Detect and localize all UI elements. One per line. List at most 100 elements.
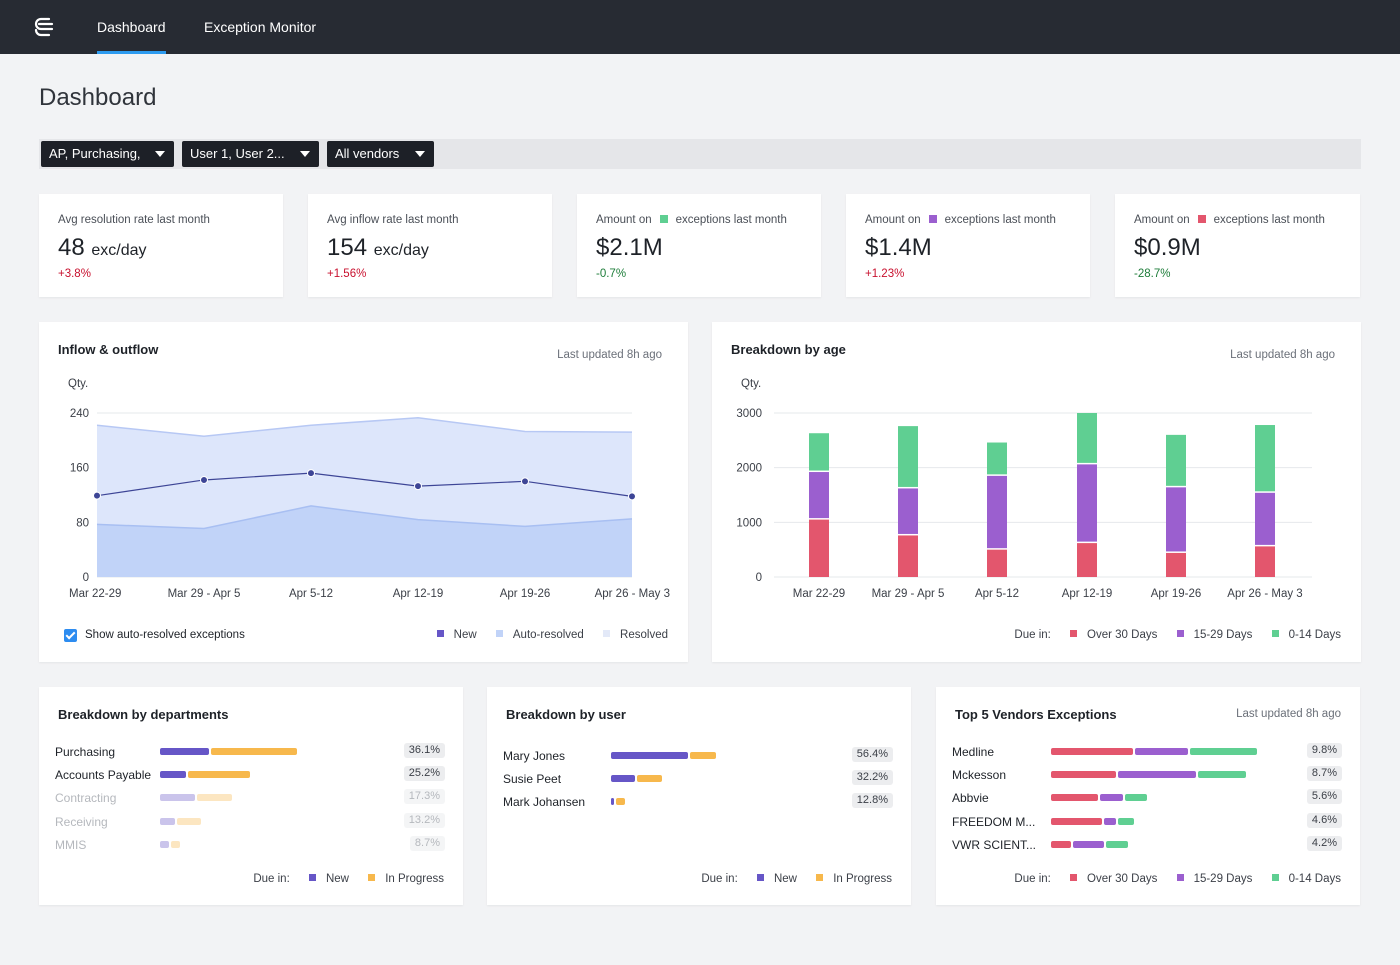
bar-0-14-days[interactable] xyxy=(1255,425,1275,492)
bar-0-14-days[interactable] xyxy=(809,433,829,471)
bar-in-progress xyxy=(637,775,663,783)
legend-dot-icon xyxy=(368,874,376,881)
bar-15-29-days[interactable] xyxy=(1166,487,1186,552)
bar-new xyxy=(611,798,614,806)
bar-0-14-days[interactable] xyxy=(1077,413,1097,463)
breakdown-by-age-card: Breakdown by age Last updated 8h ago Qty… xyxy=(712,322,1361,662)
card-title: Inflow & outflow xyxy=(58,342,159,357)
bar-15-29-days[interactable] xyxy=(987,475,1007,549)
user-row[interactable]: Mary Jones 56.4% xyxy=(487,747,911,767)
department-row[interactable]: Accounts Payable 25.2% xyxy=(39,766,463,786)
bar-new xyxy=(160,794,195,802)
vendor-row[interactable]: FREEDOM M... 4.6% xyxy=(936,812,1360,833)
row-label: Medline xyxy=(952,745,995,759)
inflow-outflow-card: Inflow & outflow Last updated 8h ago Qty… xyxy=(39,322,688,662)
bar-0-14-days xyxy=(1106,840,1129,848)
bar-15-29-days[interactable] xyxy=(1077,464,1097,542)
bar-in-progress xyxy=(170,840,180,848)
line-new xyxy=(96,472,633,497)
bar-0-14-days[interactable] xyxy=(1166,434,1186,486)
legend-swatch-icon xyxy=(659,215,668,223)
bar-over-30-days[interactable] xyxy=(1077,543,1097,577)
legend-dot-icon xyxy=(1070,874,1078,881)
x-tick-label: Apr 12-19 xyxy=(393,588,444,600)
tab-exception-monitor[interactable]: Exception Monitor xyxy=(204,19,317,35)
legend-dot-icon xyxy=(1271,874,1279,881)
bar-15-29-days[interactable] xyxy=(809,472,829,519)
percent-badge: 17.3% xyxy=(403,789,445,805)
department-row[interactable]: Contracting 17.3% xyxy=(39,789,463,809)
vendor-filter-dropdown[interactable]: All vendors xyxy=(327,141,434,167)
kpi-value: 154 exc/day xyxy=(327,234,429,261)
y-tick-label: 160 xyxy=(70,463,89,475)
new-data-point[interactable] xyxy=(93,491,101,500)
user-row[interactable]: Susie Peet 32.2% xyxy=(487,770,911,790)
bar-over-30-days[interactable] xyxy=(1166,552,1186,577)
department-row[interactable]: Purchasing 36.1% xyxy=(39,743,463,763)
user-row[interactable]: Mark Johansen 12.8% xyxy=(487,793,911,813)
legend-dot-icon xyxy=(816,874,824,881)
tab-dashboard[interactable]: Dashboard xyxy=(97,0,166,54)
new-data-point[interactable] xyxy=(307,469,315,478)
new-data-point[interactable] xyxy=(521,477,529,486)
bar-over-30-days[interactable] xyxy=(1255,546,1275,577)
card-title: Breakdown by user xyxy=(506,707,626,722)
kpi-delta: +1.56% xyxy=(327,268,367,280)
percent-badge: 32.2% xyxy=(851,770,893,786)
kpi-value: $1.4M xyxy=(865,234,932,261)
bar-new xyxy=(611,752,689,759)
vendor-row[interactable]: Abbvie 5.6% xyxy=(936,789,1360,809)
bar-over-30-days[interactable] xyxy=(898,535,918,577)
bar-new xyxy=(160,771,186,779)
y-tick-label: 2000 xyxy=(736,463,762,475)
kpi-label: Amount on exceptions last month xyxy=(865,214,1056,226)
vendor-row[interactable]: Mckesson 8.7% xyxy=(936,766,1360,786)
kpi-card-inflow-rate: Avg inflow rate last month 154 exc/day +… xyxy=(308,194,552,297)
inflow-legend: New Auto-resolved Resolved xyxy=(421,629,668,641)
bar-15-29-days xyxy=(1103,817,1116,825)
row-label: FREEDOM M... xyxy=(952,814,1036,829)
percent-badge: 25.2% xyxy=(403,766,445,782)
row-label: Accounts Payable xyxy=(55,768,152,783)
last-updated-text: Last updated 8h ago xyxy=(557,349,662,361)
x-tick-label: Apr 26 - May 3 xyxy=(1227,588,1302,600)
bar-15-29-days[interactable] xyxy=(1255,492,1275,545)
department-row[interactable]: MMIS 8.7% xyxy=(39,835,463,856)
bar-0-14-days xyxy=(1190,748,1257,755)
area-auto-resolved-edge xyxy=(96,505,633,530)
bar-0-14-days[interactable] xyxy=(987,442,1007,475)
bar-over-30-days[interactable] xyxy=(809,519,829,577)
legend-swatch-icon xyxy=(928,215,937,223)
vendor-row[interactable]: VWR SCIENT... 4.2% xyxy=(936,835,1360,856)
new-data-point[interactable] xyxy=(414,482,422,491)
percent-badge: 9.8% xyxy=(1306,743,1342,758)
bar-0-14-days xyxy=(1198,771,1246,779)
new-data-point[interactable] xyxy=(628,492,636,501)
kpi-card-amount-purple: Amount on exceptions last month $1.4M +1.… xyxy=(846,194,1090,297)
x-tick-label: Apr 12-19 xyxy=(1062,588,1113,600)
top-nav-bar: Dashboard Exception Monitor xyxy=(0,0,1400,54)
legend-dot-icon xyxy=(756,874,764,881)
vendor-row[interactable]: Medline 9.8% xyxy=(936,743,1360,763)
department-filter-dropdown[interactable]: AP, Purchasing, xyxy=(41,141,174,167)
new-data-point[interactable] xyxy=(200,475,208,484)
y-tick-label: 0 xyxy=(83,572,89,584)
app-logo-icon[interactable] xyxy=(32,15,56,39)
card-title: Top 5 Vendors Exceptions xyxy=(955,707,1117,722)
y-axis-label: Qty. xyxy=(68,378,88,390)
row-label: VWR SCIENT... xyxy=(952,837,1037,852)
bar-0-14-days[interactable] xyxy=(898,426,918,487)
percent-badge: 8.7% xyxy=(409,835,445,851)
kpi-delta: -0.7% xyxy=(596,268,627,280)
legend-dot-icon xyxy=(1271,630,1279,637)
card-title: Breakdown by departments xyxy=(58,707,229,722)
bar-15-29-days[interactable] xyxy=(898,488,918,534)
breakdown-by-user-card: Breakdown by user Mary Jones 56.4% Susie P… xyxy=(487,687,911,905)
user-filter-dropdown[interactable]: User 1, User 2... xyxy=(182,141,319,167)
bar-over-30-days[interactable] xyxy=(987,549,1007,577)
show-auto-resolved-label[interactable]: Show auto-resolved exceptions xyxy=(85,629,245,641)
x-tick-label: Apr 19-26 xyxy=(500,588,551,600)
kpi-label: Avg resolution rate last month xyxy=(58,214,210,226)
department-row[interactable]: Receiving 13.2% xyxy=(39,812,463,833)
show-auto-resolved-checkbox[interactable] xyxy=(64,629,77,642)
